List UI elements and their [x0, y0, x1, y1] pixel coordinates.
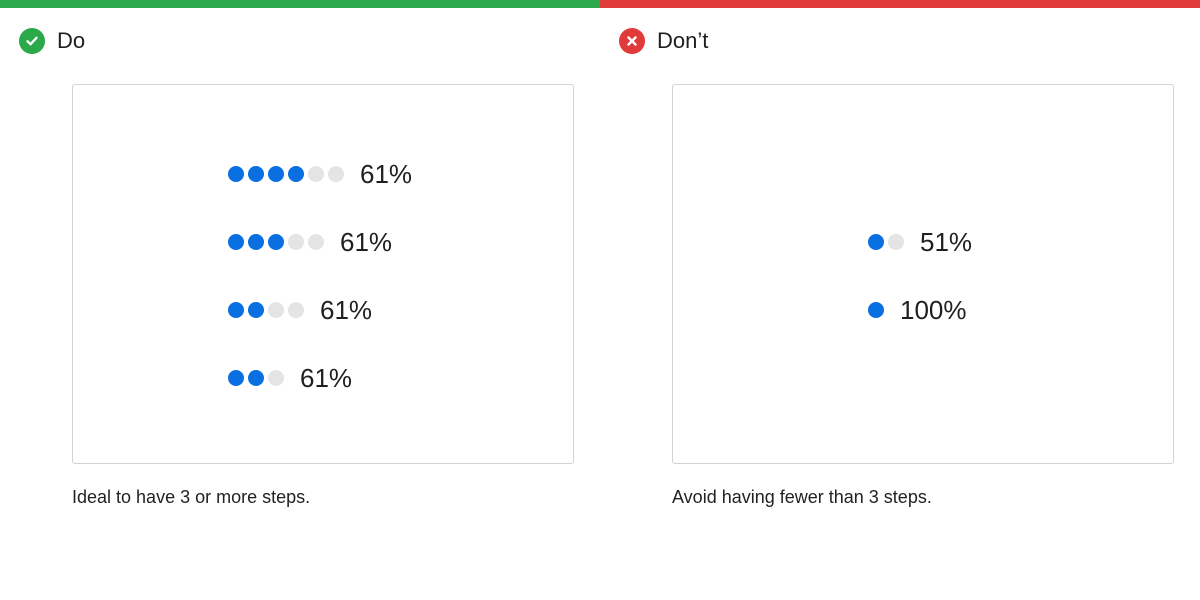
step-indicator-row: 61% [228, 159, 413, 189]
step-dot-filled [248, 370, 264, 386]
step-dot-empty [268, 302, 284, 318]
dont-accent-bar [600, 0, 1200, 8]
step-indicator-row: 61% [228, 295, 373, 325]
do-accent-bar [0, 0, 600, 8]
do-panel: Do 61% 61% 61% 61% Ideal to have 3 or mo… [0, 0, 600, 507]
step-percentage: 61% [320, 295, 373, 325]
step-dot-empty [308, 234, 324, 250]
step-percentage: 61% [360, 159, 413, 189]
step-dot-filled [868, 302, 884, 318]
step-dot-empty [288, 234, 304, 250]
step-dot-filled [228, 234, 244, 250]
step-dot-filled [228, 370, 244, 386]
do-caption: Ideal to have 3 or more steps. [72, 487, 311, 507]
step-dot-empty [308, 166, 324, 182]
step-indicator-row: 61% [228, 227, 393, 257]
do-example-card: 61% 61% 61% 61% [72, 84, 574, 464]
step-dot-filled [228, 302, 244, 318]
step-percentage: 51% [920, 227, 973, 257]
step-indicator-row: 61% [228, 363, 353, 393]
step-dot-filled [288, 166, 304, 182]
step-percentage: 61% [300, 363, 353, 393]
step-indicator-row: 100% [868, 295, 967, 325]
dont-title: Don’t [657, 28, 709, 53]
step-dot-filled [268, 234, 284, 250]
dont-panel: Don’t 51% 100% Avoid having fewer than 3… [600, 0, 1200, 600]
step-dot-filled [228, 166, 244, 182]
dont-header: Don’t [619, 28, 708, 54]
step-dots [868, 234, 908, 250]
step-dot-filled [248, 234, 264, 250]
do-header: Do [19, 28, 85, 54]
step-dot-filled [268, 166, 284, 182]
step-dot-filled [248, 166, 264, 182]
step-indicator-row: 51% [868, 227, 973, 257]
step-percentage: 100% [900, 295, 967, 325]
dont-example-card: 51% 100% [672, 84, 1174, 464]
step-percentage: 61% [340, 227, 393, 257]
step-dot-empty [888, 234, 904, 250]
step-dots [228, 370, 288, 386]
do-title: Do [57, 28, 86, 53]
step-dots [228, 302, 308, 318]
step-dot-empty [288, 302, 304, 318]
step-dot-filled [868, 234, 884, 250]
cross-icon [619, 28, 645, 54]
checkmark-icon [19, 28, 45, 54]
step-dots [228, 166, 348, 182]
step-dots [228, 234, 328, 250]
step-dot-empty [328, 166, 344, 182]
step-dot-filled [248, 302, 264, 318]
dont-caption: Avoid having fewer than 3 steps. [672, 487, 932, 507]
step-dots [868, 302, 888, 318]
step-dot-empty [268, 370, 284, 386]
